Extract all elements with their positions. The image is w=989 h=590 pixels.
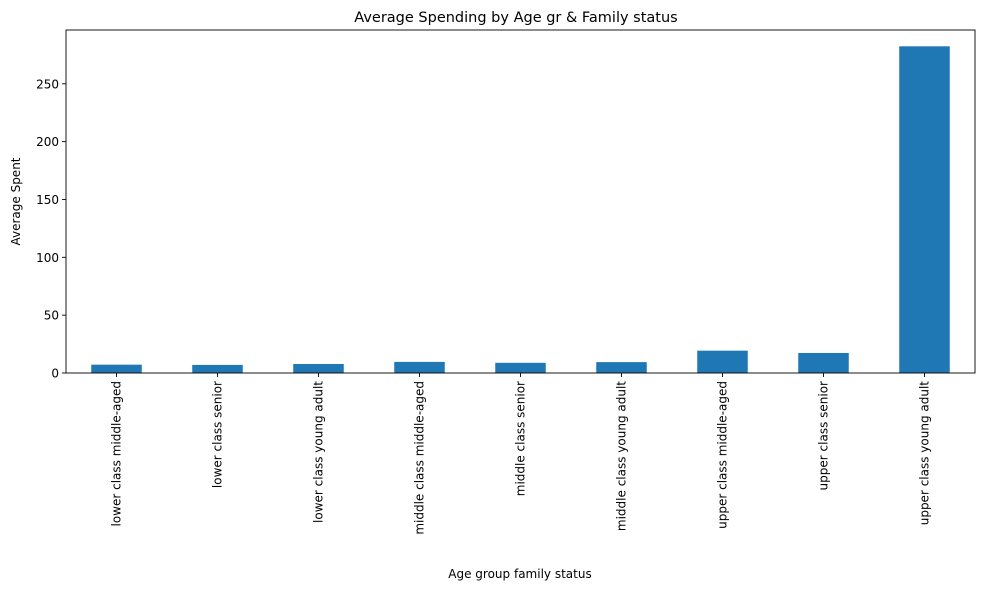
bar-middle-class-middle-aged [394, 361, 445, 373]
y-axis-label: Average Spent [9, 157, 23, 245]
x-axis: lower class middle-aged lower class senio… [110, 373, 932, 535]
y-axis: 0 50 100 150 200 250 [36, 77, 66, 381]
bar-lower-class-middle-aged [91, 364, 142, 373]
bars [91, 46, 950, 374]
x-tick-label: middle class middle-aged [413, 381, 427, 535]
x-tick-label: upper class middle-aged [716, 381, 730, 529]
x-axis-label: Age group family status [448, 567, 591, 581]
plot-frame [65, 29, 976, 374]
y-tick-label: 100 [36, 251, 59, 265]
bar-lower-class-young-adult [293, 363, 344, 373]
y-tick-label: 150 [36, 193, 59, 207]
y-tick-label: 0 [51, 367, 59, 381]
x-tick-label: middle class senior [514, 381, 528, 496]
bar-middle-class-young-adult [596, 362, 647, 373]
y-tick-label: 250 [36, 77, 59, 91]
x-tick-label: lower class middle-aged [110, 381, 124, 527]
x-tick-label: middle class young adult [615, 381, 629, 531]
x-tick-label: upper class senior [817, 381, 831, 490]
bar-lower-class-senior [192, 364, 243, 373]
y-tick-label: 200 [36, 135, 59, 149]
bar-middle-class-senior [495, 362, 546, 373]
x-tick-label: upper class young adult [918, 381, 932, 526]
chart-title: Average Spending by Age gr & Family stat… [354, 10, 677, 26]
x-tick-label: lower class young adult [312, 381, 326, 523]
y-tick-label: 50 [44, 309, 59, 323]
bar-upper-class-middle-aged [697, 350, 748, 373]
bar-upper-class-young-adult [899, 46, 950, 374]
bar-upper-class-senior [798, 352, 849, 373]
x-tick-label: lower class senior [211, 381, 225, 488]
